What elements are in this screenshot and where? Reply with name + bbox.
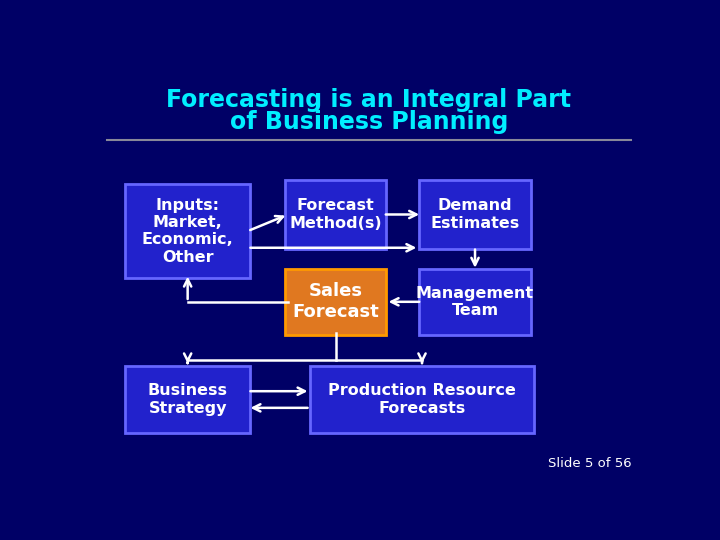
Text: Production Resource
Forecasts: Production Resource Forecasts bbox=[328, 383, 516, 416]
Text: Demand
Estimates: Demand Estimates bbox=[431, 198, 520, 231]
Text: Inputs:
Market,
Economic,
Other: Inputs: Market, Economic, Other bbox=[142, 198, 233, 265]
Text: Slide 5 of 56: Slide 5 of 56 bbox=[548, 457, 631, 470]
FancyBboxPatch shape bbox=[285, 180, 386, 249]
Text: Management
Team: Management Team bbox=[416, 286, 534, 318]
Text: Sales
Forecast: Sales Forecast bbox=[292, 282, 379, 321]
Text: Forecasting is an Integral Part: Forecasting is an Integral Part bbox=[166, 88, 572, 112]
FancyBboxPatch shape bbox=[419, 268, 531, 335]
Text: Forecast
Method(s): Forecast Method(s) bbox=[289, 198, 382, 231]
FancyBboxPatch shape bbox=[419, 180, 531, 249]
Text: of Business Planning: of Business Planning bbox=[230, 110, 508, 134]
FancyBboxPatch shape bbox=[310, 366, 534, 433]
FancyBboxPatch shape bbox=[125, 366, 251, 433]
Text: Business
Strategy: Business Strategy bbox=[148, 383, 228, 416]
FancyBboxPatch shape bbox=[285, 268, 386, 335]
FancyBboxPatch shape bbox=[125, 184, 251, 278]
